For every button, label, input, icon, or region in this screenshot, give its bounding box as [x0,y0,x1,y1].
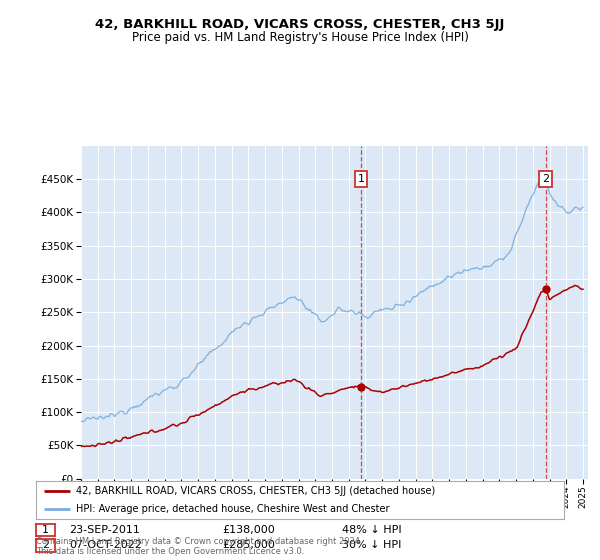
Text: 2: 2 [42,540,49,550]
Text: 23-SEP-2011: 23-SEP-2011 [69,525,140,535]
Text: 42, BARKHILL ROAD, VICARS CROSS, CHESTER, CH3 5JJ (detached house): 42, BARKHILL ROAD, VICARS CROSS, CHESTER… [76,486,435,496]
Text: 2: 2 [542,174,549,184]
Text: 42, BARKHILL ROAD, VICARS CROSS, CHESTER, CH3 5JJ: 42, BARKHILL ROAD, VICARS CROSS, CHESTER… [95,18,505,31]
Text: HPI: Average price, detached house, Cheshire West and Chester: HPI: Average price, detached house, Ches… [76,504,389,514]
Text: £138,000: £138,000 [222,525,275,535]
Text: Price paid vs. HM Land Registry's House Price Index (HPI): Price paid vs. HM Land Registry's House … [131,31,469,44]
Text: 48% ↓ HPI: 48% ↓ HPI [342,525,401,535]
Text: 1: 1 [358,174,364,184]
Text: 07-OCT-2022: 07-OCT-2022 [69,540,142,550]
Text: 1: 1 [42,525,49,535]
Text: 30% ↓ HPI: 30% ↓ HPI [342,540,401,550]
Text: Contains HM Land Registry data © Crown copyright and database right 2024.
This d: Contains HM Land Registry data © Crown c… [36,536,362,556]
Text: £285,000: £285,000 [222,540,275,550]
